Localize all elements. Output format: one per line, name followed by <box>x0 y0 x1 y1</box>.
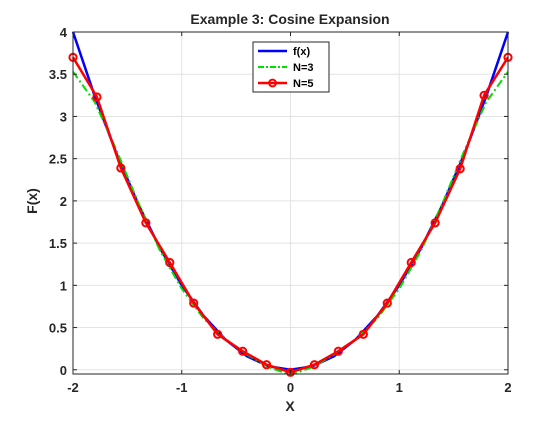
series-marker-2 <box>116 163 126 173</box>
chart-title: Example 3: Cosine Expansion <box>190 11 389 27</box>
series-marker-2 <box>309 360 320 370</box>
legend-label: N=5 <box>293 78 314 90</box>
series-layer <box>68 31 513 377</box>
series-marker-2 <box>382 298 392 308</box>
legend-marker <box>268 78 277 88</box>
series-marker-2 <box>406 257 416 268</box>
x-tick-label: -2 <box>67 380 79 395</box>
y-tick-label: 4 <box>60 25 68 40</box>
series-marker-2 <box>189 298 199 308</box>
legend-box <box>252 41 330 93</box>
legend: f(x) N=3 N=5 <box>252 41 330 93</box>
y-tick-label: 0.5 <box>49 321 67 336</box>
y-tick-label: 3 <box>60 109 67 124</box>
series-marker-2 <box>479 90 489 100</box>
series-marker-2 <box>213 329 223 339</box>
series-marker-2 <box>238 346 248 356</box>
y-axis-label: F(x) <box>24 188 40 214</box>
y-tick-label: 0 <box>60 363 67 378</box>
series-marker-2 <box>141 218 151 228</box>
y-tick-label: 2 <box>60 194 67 209</box>
x-tick-label: 0 <box>287 380 294 395</box>
series-marker-2 <box>165 257 175 268</box>
series-marker-2 <box>455 164 465 174</box>
x-tick-label: -1 <box>176 380 188 395</box>
series-marker-2 <box>92 92 102 102</box>
y-tick-label: 1.5 <box>49 236 67 251</box>
y-tick-label: 2.5 <box>49 152 67 167</box>
y-tick-label: 1 <box>60 278 67 293</box>
series-marker-2 <box>430 218 440 228</box>
x-tick-label: 2 <box>504 380 511 395</box>
tick-layer: -2 -1 0 1 2 0 0.5 1 1.5 2 2.5 3 3.5 4 <box>49 25 512 395</box>
x-axis-label: X <box>285 398 295 414</box>
series-marker-2 <box>333 346 343 356</box>
y-tick-label: 3.5 <box>49 67 67 82</box>
x-tick-label: 1 <box>396 380 403 395</box>
series-marker-2 <box>285 367 296 377</box>
legend-label: N=3 <box>293 62 314 74</box>
legend-label: f(x) <box>293 46 310 58</box>
series-marker-2 <box>261 360 272 370</box>
series-marker-2 <box>358 329 368 339</box>
